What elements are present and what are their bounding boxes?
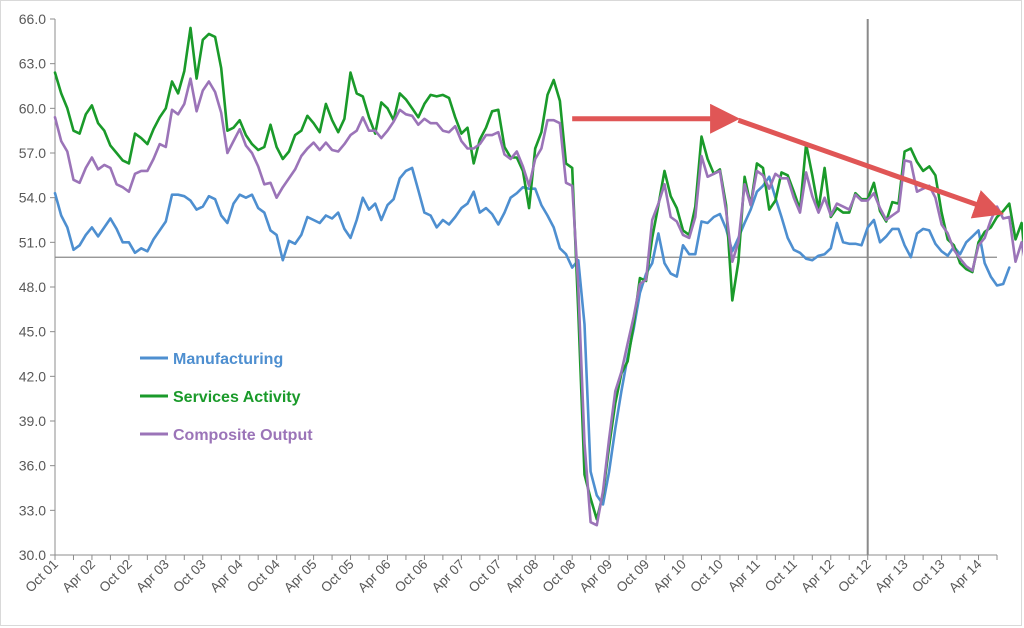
- y-tick-label: 39.0: [19, 413, 46, 429]
- legend-label: Composite Output: [173, 427, 313, 444]
- legend-label: Services Activity: [173, 389, 301, 406]
- y-tick-label: 36.0: [19, 458, 46, 474]
- x-tick-label: Oct 05: [318, 557, 357, 596]
- x-tick-label: Oct 02: [96, 557, 135, 596]
- x-tick-label: Apr 03: [133, 557, 172, 596]
- y-tick-label: 66.0: [19, 11, 46, 27]
- x-tick-label: Apr 08: [503, 557, 542, 596]
- x-tick-label: Apr 04: [207, 556, 246, 595]
- y-tick-label: 30.0: [19, 547, 46, 563]
- declining-trend-arrow: [737, 117, 1005, 219]
- x-tick-label: Oct 07: [466, 557, 505, 596]
- x-tick-label: Oct 10: [687, 557, 726, 596]
- y-axis: 30.0 33.0 36.0 39.0 42.0 45.0 48.0 51.0 54.0 57.0…: [19, 11, 56, 563]
- series-line-manufacturing: [53, 166, 1011, 506]
- y-tick-label: 42.0: [19, 368, 46, 384]
- y-tick-label: 51.0: [19, 234, 46, 250]
- legend: Manufacturing Services Activity Composite …: [140, 351, 313, 444]
- x-tick-label: Oct 11: [762, 557, 800, 595]
- legend-label: Manufacturing: [173, 351, 283, 368]
- x-tick-label: Apr 13: [872, 557, 911, 596]
- x-tick-label: Oct 04: [244, 556, 283, 595]
- y-tick-label: 45.0: [19, 324, 46, 340]
- y-tick-label: 57.0: [19, 145, 46, 161]
- x-tick-label: Oct 09: [613, 557, 652, 596]
- y-tick-label: 60.0: [19, 100, 46, 116]
- x-tick-label: Apr 05: [281, 557, 320, 596]
- x-tick-label: Apr 09: [577, 557, 616, 596]
- series-line-services-activity: [53, 26, 1023, 521]
- x-tick-label: Apr 14: [946, 556, 985, 595]
- x-tick-label: Apr 11: [725, 557, 763, 595]
- series-line-composite-output: [53, 77, 1023, 527]
- x-tick-label: Apr 06: [355, 557, 394, 596]
- reference-lines: [55, 19, 997, 555]
- x-tick-label: Apr 12: [798, 557, 837, 596]
- x-tick-label: Apr 10: [650, 557, 689, 596]
- y-tick-label: 54.0: [19, 190, 46, 206]
- y-tick-label: 63.0: [19, 56, 46, 72]
- x-tick-label: Apr 07: [429, 557, 468, 596]
- x-tick-label: Apr 02: [59, 557, 98, 596]
- x-tick-label: Oct 13: [909, 557, 948, 596]
- x-tick-label: Oct 12: [835, 557, 874, 596]
- annotations: [572, 103, 1005, 219]
- series-lines: [53, 26, 1023, 527]
- x-tick-label: Oct 06: [392, 557, 431, 596]
- x-tick-label: Oct 08: [540, 557, 579, 596]
- x-tick-label: Oct 03: [170, 557, 209, 596]
- y-tick-label: 48.0: [19, 279, 46, 295]
- y-tick-label: 33.0: [19, 502, 46, 518]
